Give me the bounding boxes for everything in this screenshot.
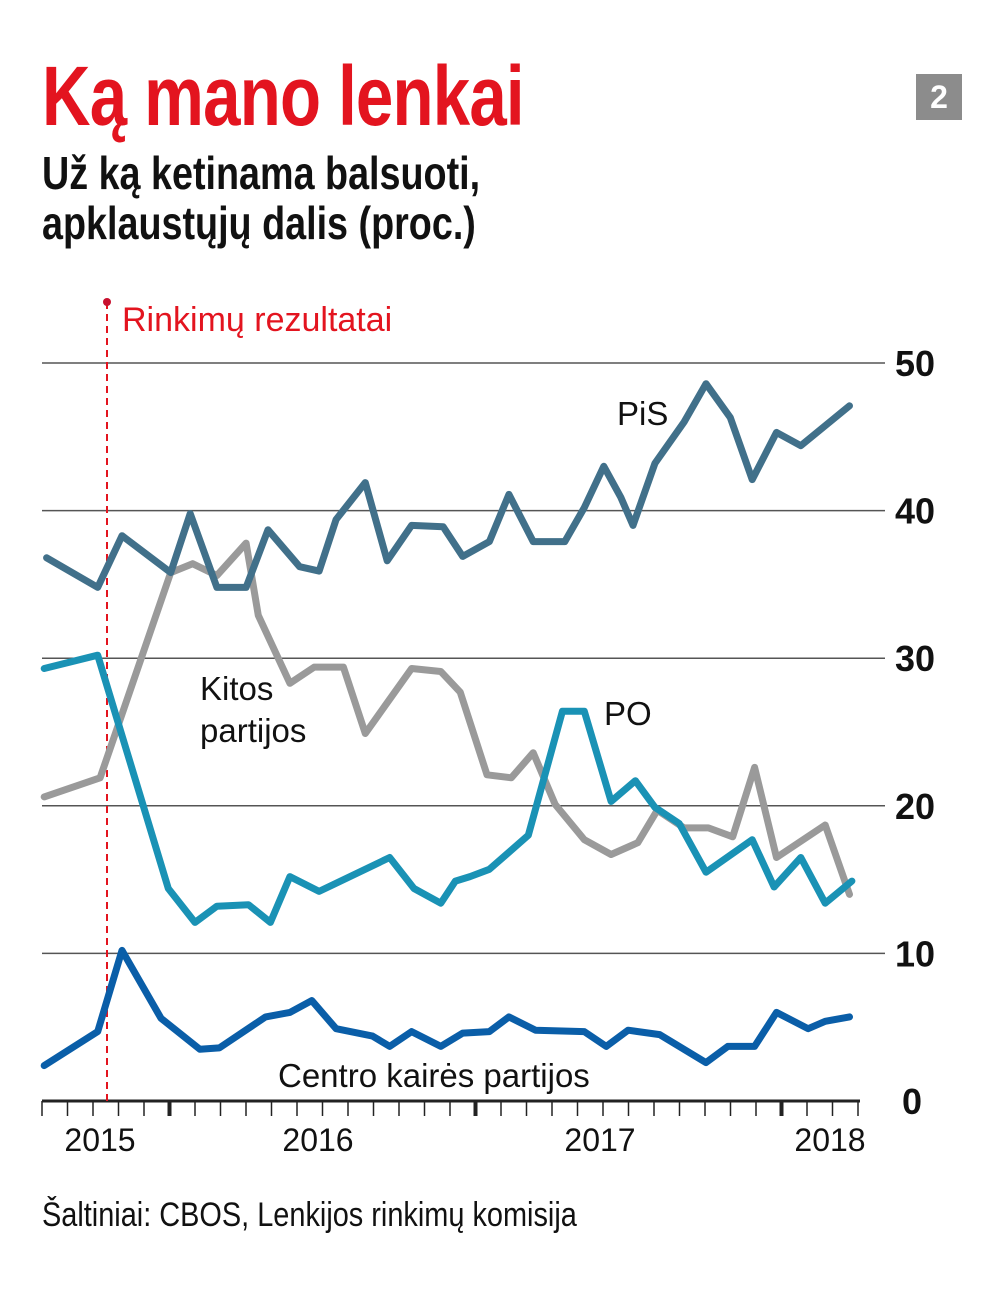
election-dot: [103, 298, 111, 306]
source-note: Šaltiniai: CBOS, Lenkijos rinkimų komisi…: [42, 1196, 577, 1234]
series-centro-kairės-partijos: [40, 946, 853, 1070]
y-tick-label: 20: [895, 786, 935, 827]
series-label-kitos-line2: partijos: [200, 712, 306, 749]
series-lines: [40, 380, 856, 1070]
y-tick-label: 50: [895, 343, 935, 384]
series-label-kitos-line1: Kitos: [200, 670, 273, 707]
chart-subtitle-line2: apklaustųjų dalis (proc.): [42, 197, 476, 249]
x-tick-label: 2015: [64, 1122, 135, 1158]
series-kitos-partijos: [40, 539, 853, 898]
y-tick-label: 10: [895, 933, 935, 974]
chart-subtitle-line1: Už ką ketinama balsuoti,: [42, 147, 481, 199]
series-pis: [43, 380, 853, 591]
y-tick-label: 30: [895, 638, 935, 679]
series-po: [40, 651, 856, 926]
series-line: [40, 539, 853, 898]
y-tick-label: 40: [895, 491, 935, 532]
grid: 0 10 20 30 40 50: [42, 343, 935, 1122]
election-marker: Rinkimų rezultatai: [103, 298, 392, 1101]
chart-title: Ką mano lenkai: [42, 49, 525, 143]
series-label-pis: PiS: [617, 395, 668, 432]
series-line: [40, 651, 856, 926]
page-number-badge: 2: [916, 74, 962, 120]
x-tick-label: 2017: [564, 1122, 635, 1158]
series-line: [43, 380, 853, 591]
x-axis: 2015 2016 2017 2018: [41, 1099, 866, 1158]
y-tick-label: 0: [902, 1081, 922, 1122]
series-label-po: PO: [604, 695, 652, 732]
election-label: Rinkimų rezultatai: [122, 301, 392, 339]
series-line: [40, 946, 853, 1070]
x-tick-label: 2016: [282, 1122, 353, 1158]
x-tick-label: 2018: [794, 1122, 865, 1158]
series-label-centro: Centro kairės partijos: [278, 1057, 590, 1094]
